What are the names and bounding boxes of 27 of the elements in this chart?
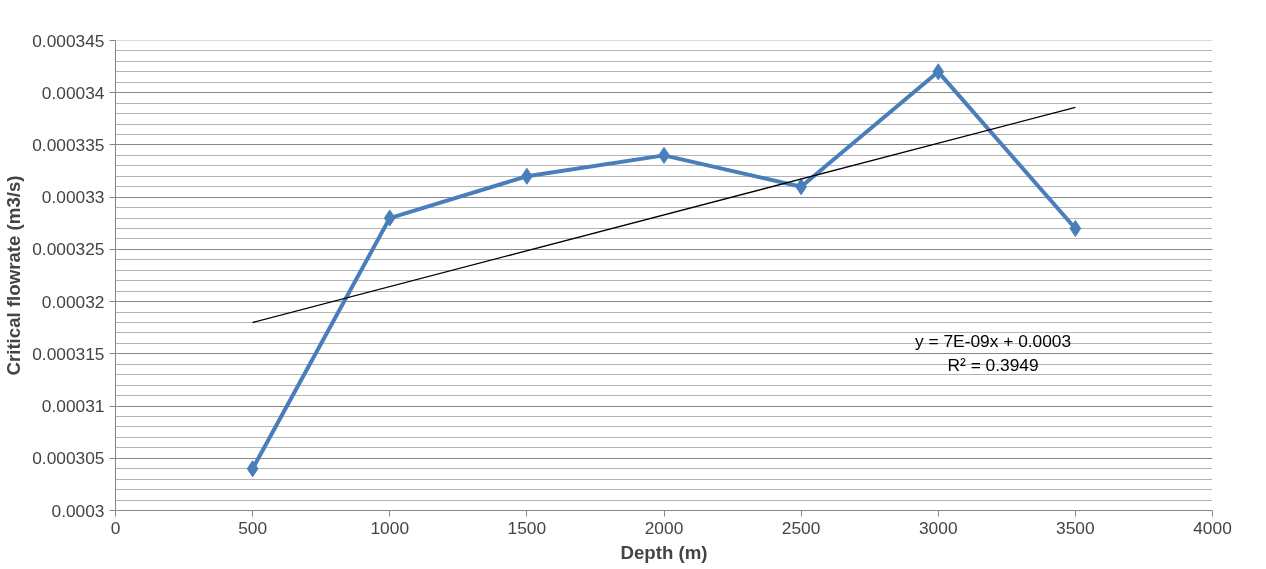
y-tick-label: 0.000345 <box>32 30 105 51</box>
x-tick-label: 3500 <box>1056 517 1095 538</box>
y-tick-label: 0.000315 <box>32 343 105 364</box>
point <box>246 460 259 478</box>
y-tick-label: 0.00034 <box>41 82 105 103</box>
x-tick-label: 500 <box>238 517 268 538</box>
y-axis-title: Critical flowrate (m3/s) <box>3 175 25 376</box>
y-tick-label: 0.00032 <box>41 291 105 312</box>
x-tick-label: 1000 <box>370 517 410 538</box>
point <box>383 209 396 227</box>
y-tick-label: 0.00033 <box>41 187 105 208</box>
x-axis-title: Depth (m) <box>620 541 708 563</box>
y-tick-label: 0.000325 <box>32 239 105 260</box>
x-tick-label: 3000 <box>918 517 958 538</box>
y-tick-label: 0.000335 <box>32 134 105 155</box>
x-tick-label: 4000 <box>1193 517 1232 538</box>
x-tick-label: 2000 <box>644 517 684 538</box>
x-tick-label: 0 <box>110 517 121 538</box>
point <box>932 63 945 81</box>
x-tick-label: 1500 <box>507 517 547 538</box>
y-tick-label: 0.000305 <box>32 448 105 469</box>
point <box>1069 220 1082 237</box>
y-tick-label: 0.00031 <box>41 396 105 417</box>
annotation: R² = 0.3949 <box>947 354 1039 375</box>
annotation: y = 7E-09x + 0.0003 <box>915 330 1072 351</box>
x-tick-label: 2500 <box>781 517 821 538</box>
y-tick-label: 0.0003 <box>51 500 105 521</box>
